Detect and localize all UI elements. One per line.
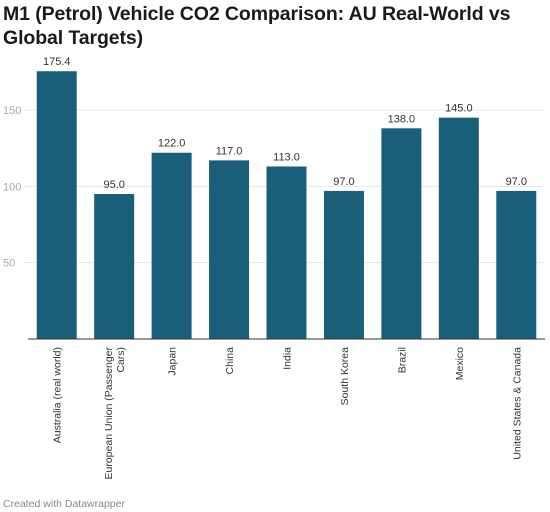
data-label: 138.0 bbox=[388, 113, 416, 125]
data-label: 122.0 bbox=[158, 138, 186, 150]
x-tick-label: Cars) bbox=[115, 347, 127, 373]
x-tick-label: European Union (Passenger bbox=[103, 347, 115, 480]
data-label: 175.4 bbox=[43, 56, 71, 68]
data-label: 97.0 bbox=[333, 176, 354, 188]
data-label: 145.0 bbox=[445, 103, 473, 115]
bar bbox=[496, 190, 537, 339]
bar bbox=[438, 117, 479, 339]
x-tick-label: Brazil bbox=[396, 347, 408, 373]
data-label: 95.0 bbox=[103, 179, 124, 191]
value-labels: 175.4 95.0 122.0 117.0 113.0 97.0 138.0 145.0 97… bbox=[43, 56, 527, 191]
x-tick-label: Australia (real world) bbox=[52, 347, 64, 443]
data-label: 117.0 bbox=[216, 145, 243, 157]
axes: 50 100 150 Australia (real world) European U… bbox=[3, 105, 545, 480]
data-label: 113.0 bbox=[273, 151, 300, 163]
y-tick-label: 150 bbox=[3, 105, 21, 117]
x-tick-label: Mexico bbox=[454, 347, 466, 380]
y-tick-label: 50 bbox=[3, 258, 15, 270]
x-tick-label: United States & Canada bbox=[511, 347, 523, 460]
bar bbox=[323, 190, 364, 339]
x-tick-label: South Korea bbox=[339, 347, 351, 406]
bar bbox=[94, 193, 135, 339]
bar bbox=[381, 128, 422, 339]
chart-title: M1 (Petrol) Vehicle CO2 Comparison: AU R… bbox=[3, 3, 511, 49]
footer-credit: Created with Datawrapper bbox=[3, 498, 125, 510]
x-tick-label: Japan bbox=[167, 347, 179, 376]
data-label: 97.0 bbox=[506, 176, 527, 188]
bar bbox=[266, 166, 307, 339]
y-tick-label: 100 bbox=[3, 181, 21, 193]
bar bbox=[151, 152, 192, 339]
x-tick-label: China bbox=[224, 347, 236, 375]
bar bbox=[209, 160, 250, 339]
bar bbox=[36, 71, 77, 340]
x-tick-label: India bbox=[282, 347, 294, 370]
bars bbox=[36, 71, 537, 340]
